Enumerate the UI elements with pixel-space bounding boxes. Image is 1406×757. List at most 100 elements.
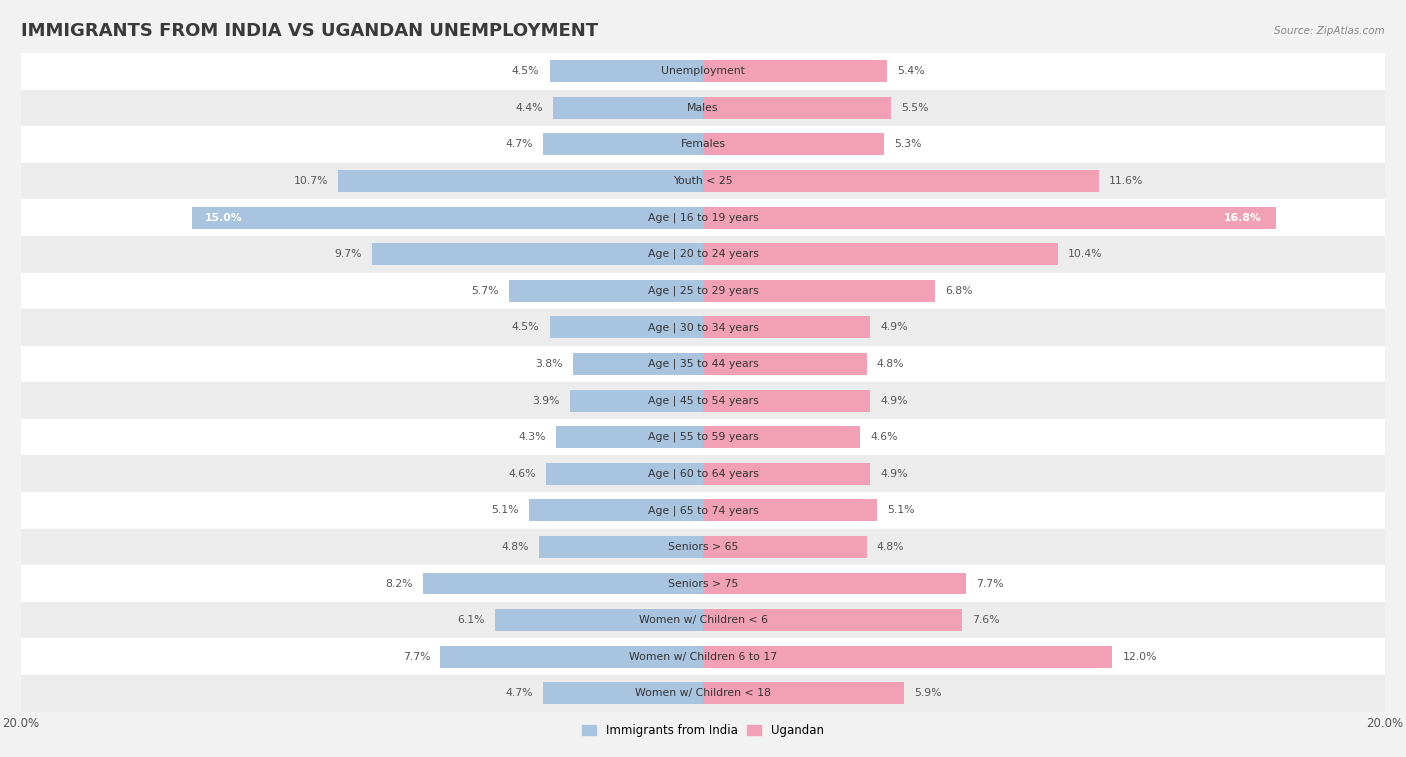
Text: 4.9%: 4.9% — [880, 322, 908, 332]
Text: 5.1%: 5.1% — [887, 506, 915, 516]
Bar — [21, 53, 1385, 89]
Bar — [703, 97, 890, 119]
Text: IMMIGRANTS FROM INDIA VS UGANDAN UNEMPLOYMENT: IMMIGRANTS FROM INDIA VS UGANDAN UNEMPLO… — [21, 22, 598, 40]
Text: 4.3%: 4.3% — [519, 432, 546, 442]
Text: 3.8%: 3.8% — [536, 359, 564, 369]
Text: 3.9%: 3.9% — [533, 396, 560, 406]
Text: 6.8%: 6.8% — [945, 286, 973, 296]
Bar — [21, 236, 1385, 273]
Text: 7.7%: 7.7% — [976, 578, 1004, 588]
Bar — [703, 316, 870, 338]
Text: 4.5%: 4.5% — [512, 67, 540, 76]
Text: 9.7%: 9.7% — [335, 249, 363, 259]
Text: Males: Males — [688, 103, 718, 113]
Text: 5.5%: 5.5% — [901, 103, 928, 113]
Text: 5.7%: 5.7% — [471, 286, 499, 296]
Bar — [703, 243, 1057, 265]
Text: 4.7%: 4.7% — [505, 688, 533, 698]
Text: Age | 25 to 29 years: Age | 25 to 29 years — [648, 285, 758, 296]
Text: Unemployment: Unemployment — [661, 67, 745, 76]
Bar — [495, 609, 703, 631]
Bar — [21, 675, 1385, 712]
Text: 10.7%: 10.7% — [294, 176, 328, 186]
Text: Youth < 25: Youth < 25 — [673, 176, 733, 186]
Bar — [440, 646, 703, 668]
Text: 11.6%: 11.6% — [1109, 176, 1143, 186]
Text: 4.5%: 4.5% — [512, 322, 540, 332]
Bar — [21, 346, 1385, 382]
Bar — [509, 280, 703, 302]
Bar — [21, 528, 1385, 565]
Bar — [550, 61, 703, 83]
Text: Age | 16 to 19 years: Age | 16 to 19 years — [648, 213, 758, 223]
Bar — [21, 199, 1385, 236]
Text: 4.9%: 4.9% — [880, 469, 908, 478]
Bar — [703, 646, 1112, 668]
Text: Age | 55 to 59 years: Age | 55 to 59 years — [648, 432, 758, 442]
Bar — [703, 170, 1098, 192]
Bar — [703, 280, 935, 302]
Bar — [529, 500, 703, 522]
Text: Females: Females — [681, 139, 725, 149]
Text: 7.7%: 7.7% — [402, 652, 430, 662]
Bar — [373, 243, 703, 265]
Bar — [550, 316, 703, 338]
Bar — [703, 572, 966, 594]
Bar — [703, 207, 1275, 229]
Text: 15.0%: 15.0% — [205, 213, 243, 223]
Bar — [703, 500, 877, 522]
Bar — [21, 382, 1385, 419]
Bar — [703, 536, 866, 558]
Text: Age | 60 to 64 years: Age | 60 to 64 years — [648, 469, 758, 479]
Text: 12.0%: 12.0% — [1122, 652, 1157, 662]
Bar — [546, 463, 703, 484]
Bar — [543, 133, 703, 155]
Bar — [703, 609, 962, 631]
Bar — [21, 565, 1385, 602]
Text: Age | 35 to 44 years: Age | 35 to 44 years — [648, 359, 758, 369]
Text: 10.4%: 10.4% — [1067, 249, 1102, 259]
Bar — [569, 390, 703, 412]
Text: 4.6%: 4.6% — [509, 469, 536, 478]
Text: Women w/ Children 6 to 17: Women w/ Children 6 to 17 — [628, 652, 778, 662]
Bar — [543, 682, 703, 704]
Text: 6.1%: 6.1% — [457, 615, 485, 625]
Bar — [703, 353, 866, 375]
Text: 4.6%: 4.6% — [870, 432, 897, 442]
Bar — [191, 207, 703, 229]
Bar — [21, 89, 1385, 126]
Text: Seniors > 65: Seniors > 65 — [668, 542, 738, 552]
Text: 5.4%: 5.4% — [897, 67, 925, 76]
Text: 4.8%: 4.8% — [877, 542, 904, 552]
Text: Women w/ Children < 18: Women w/ Children < 18 — [636, 688, 770, 698]
Text: Age | 20 to 24 years: Age | 20 to 24 years — [648, 249, 758, 260]
Text: Seniors > 75: Seniors > 75 — [668, 578, 738, 588]
Bar — [21, 638, 1385, 675]
Text: Age | 65 to 74 years: Age | 65 to 74 years — [648, 505, 758, 516]
Bar — [703, 682, 904, 704]
Bar — [703, 61, 887, 83]
Text: 7.6%: 7.6% — [973, 615, 1000, 625]
Text: 16.8%: 16.8% — [1225, 213, 1263, 223]
Bar — [703, 133, 884, 155]
Bar — [553, 97, 703, 119]
Text: 5.1%: 5.1% — [491, 506, 519, 516]
Bar — [21, 419, 1385, 456]
Bar — [703, 390, 870, 412]
Bar — [21, 602, 1385, 638]
Bar — [703, 463, 870, 484]
Text: 8.2%: 8.2% — [385, 578, 413, 588]
Bar — [21, 309, 1385, 346]
Text: 4.4%: 4.4% — [515, 103, 543, 113]
Bar — [574, 353, 703, 375]
Text: Age | 45 to 54 years: Age | 45 to 54 years — [648, 395, 758, 406]
Bar — [21, 456, 1385, 492]
Text: Source: ZipAtlas.com: Source: ZipAtlas.com — [1274, 26, 1385, 36]
Text: 4.7%: 4.7% — [505, 139, 533, 149]
Bar — [339, 170, 703, 192]
Text: 4.8%: 4.8% — [502, 542, 529, 552]
Text: Age | 30 to 34 years: Age | 30 to 34 years — [648, 322, 758, 332]
Bar — [703, 426, 860, 448]
Bar — [423, 572, 703, 594]
Bar — [21, 126, 1385, 163]
